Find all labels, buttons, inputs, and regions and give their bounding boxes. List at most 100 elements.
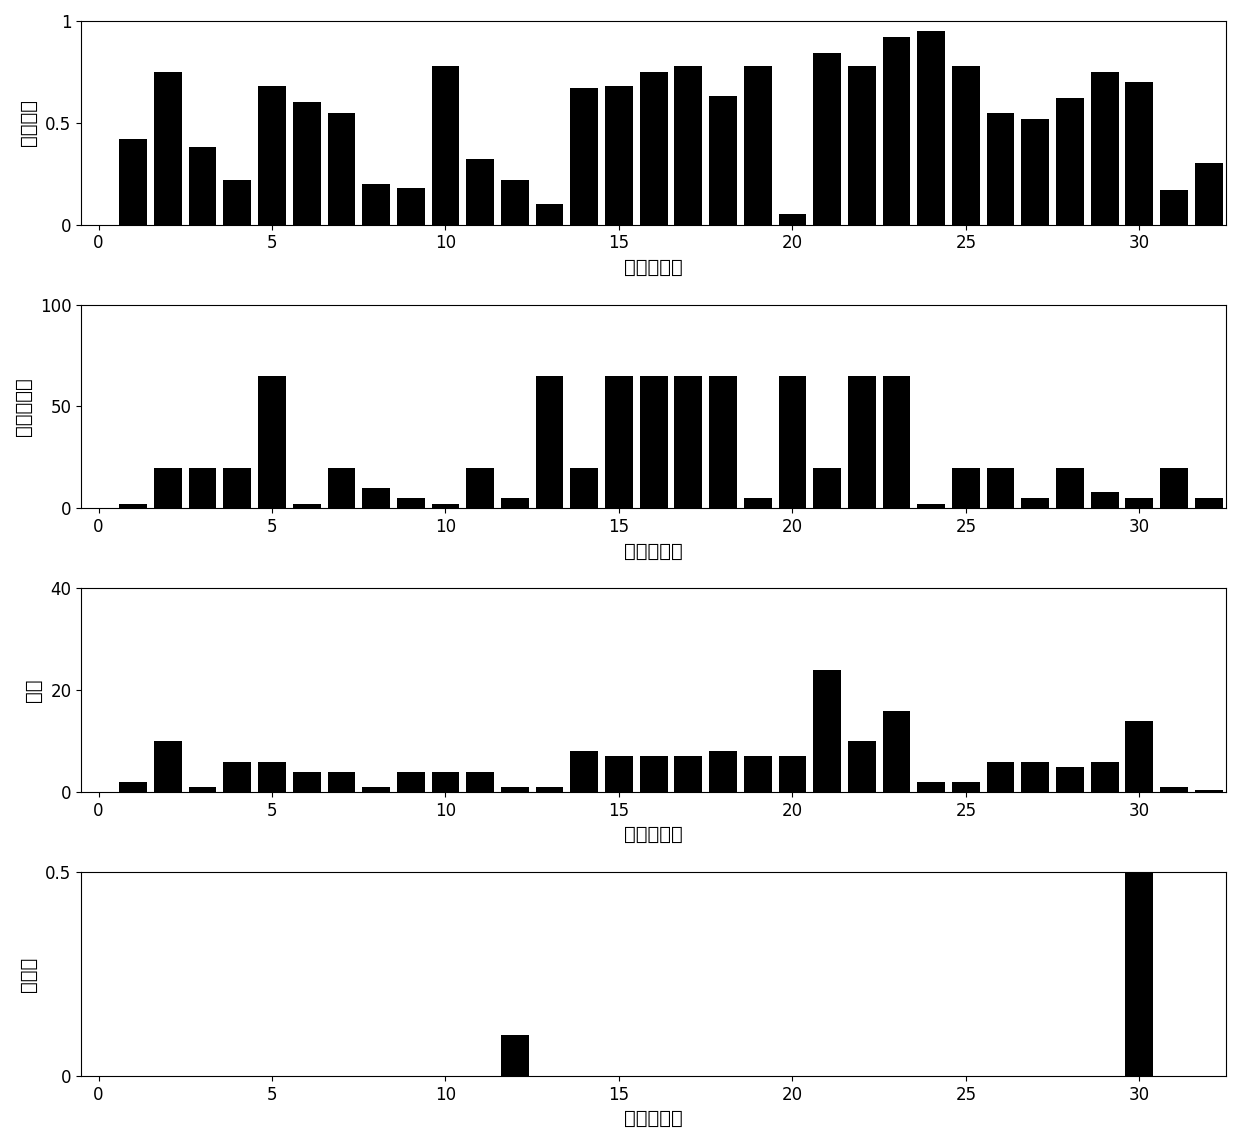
Bar	[154, 741, 182, 793]
Bar	[918, 782, 945, 793]
Bar	[536, 204, 563, 225]
Bar	[501, 787, 528, 793]
Bar	[813, 54, 841, 225]
Bar	[987, 113, 1014, 225]
Bar	[744, 498, 771, 508]
Bar	[918, 31, 945, 225]
Bar	[675, 66, 702, 225]
Bar	[188, 787, 217, 793]
Bar	[1230, 46, 1240, 225]
Bar	[570, 467, 598, 508]
Bar	[883, 710, 910, 793]
Bar	[605, 756, 632, 793]
Y-axis label: 信道衰减: 信道衰减	[20, 99, 38, 146]
Bar	[188, 147, 217, 225]
Bar	[327, 113, 356, 225]
X-axis label: 子载波标号: 子载波标号	[624, 826, 683, 844]
Bar	[605, 86, 632, 225]
Bar	[709, 96, 737, 225]
X-axis label: 子载波标号: 子载波标号	[624, 258, 683, 276]
Bar	[223, 179, 252, 225]
Bar	[952, 467, 980, 508]
Bar	[258, 86, 286, 225]
Bar	[327, 467, 356, 508]
Bar	[1022, 762, 1049, 793]
Bar	[1126, 872, 1153, 1076]
Bar	[1161, 190, 1188, 225]
Bar	[883, 38, 910, 225]
Bar	[848, 66, 875, 225]
Bar	[605, 376, 632, 508]
Bar	[397, 772, 424, 793]
Bar	[1056, 467, 1084, 508]
Bar	[744, 756, 771, 793]
Bar	[918, 505, 945, 508]
Bar	[813, 670, 841, 793]
Bar	[397, 498, 424, 508]
Bar	[1161, 467, 1188, 508]
Bar	[1091, 762, 1118, 793]
Bar	[432, 505, 459, 508]
Bar	[675, 756, 702, 793]
Bar	[1022, 119, 1049, 225]
Bar	[397, 188, 424, 225]
Bar	[501, 1035, 528, 1076]
Bar	[362, 488, 389, 508]
X-axis label: 子载波标号: 子载波标号	[624, 1109, 683, 1128]
Bar	[1126, 82, 1153, 225]
Bar	[987, 467, 1014, 508]
Bar	[883, 376, 910, 508]
Bar	[709, 751, 737, 793]
X-axis label: 子载波标号: 子载波标号	[624, 541, 683, 561]
Bar	[154, 467, 182, 508]
Bar	[779, 215, 806, 225]
Bar	[1056, 766, 1084, 793]
Bar	[640, 72, 667, 225]
Bar	[744, 66, 771, 225]
Bar	[848, 741, 875, 793]
Bar	[1195, 163, 1223, 225]
Bar	[223, 467, 252, 508]
Bar	[640, 376, 667, 508]
Bar	[154, 72, 182, 225]
Bar	[258, 762, 286, 793]
Bar	[1091, 492, 1118, 508]
Bar	[536, 376, 563, 508]
Bar	[501, 179, 528, 225]
Bar	[223, 762, 252, 793]
Bar	[1126, 498, 1153, 508]
Bar	[501, 498, 528, 508]
Bar	[466, 160, 494, 225]
Bar	[779, 376, 806, 508]
Bar	[1161, 787, 1188, 793]
Bar	[848, 376, 875, 508]
Bar	[536, 787, 563, 793]
Bar	[119, 782, 148, 793]
Bar	[258, 376, 286, 508]
Bar	[1126, 721, 1153, 793]
Bar	[362, 787, 389, 793]
Bar	[1195, 789, 1223, 793]
Bar	[952, 66, 980, 225]
Bar	[987, 762, 1014, 793]
Bar	[293, 772, 321, 793]
Bar	[1022, 498, 1049, 508]
Y-axis label: 误码率: 误码率	[20, 956, 38, 991]
Bar	[432, 66, 459, 225]
Bar	[119, 505, 148, 508]
Bar	[432, 772, 459, 793]
Y-axis label: 功率: 功率	[25, 678, 43, 702]
Bar	[675, 376, 702, 508]
Bar	[188, 467, 217, 508]
Bar	[293, 505, 321, 508]
Bar	[640, 756, 667, 793]
Bar	[466, 467, 494, 508]
Bar	[813, 467, 841, 508]
Bar	[1230, 505, 1240, 508]
Bar	[466, 772, 494, 793]
Bar	[1195, 498, 1223, 508]
Bar	[952, 782, 980, 793]
Bar	[327, 772, 356, 793]
Bar	[570, 88, 598, 225]
Bar	[709, 376, 737, 508]
